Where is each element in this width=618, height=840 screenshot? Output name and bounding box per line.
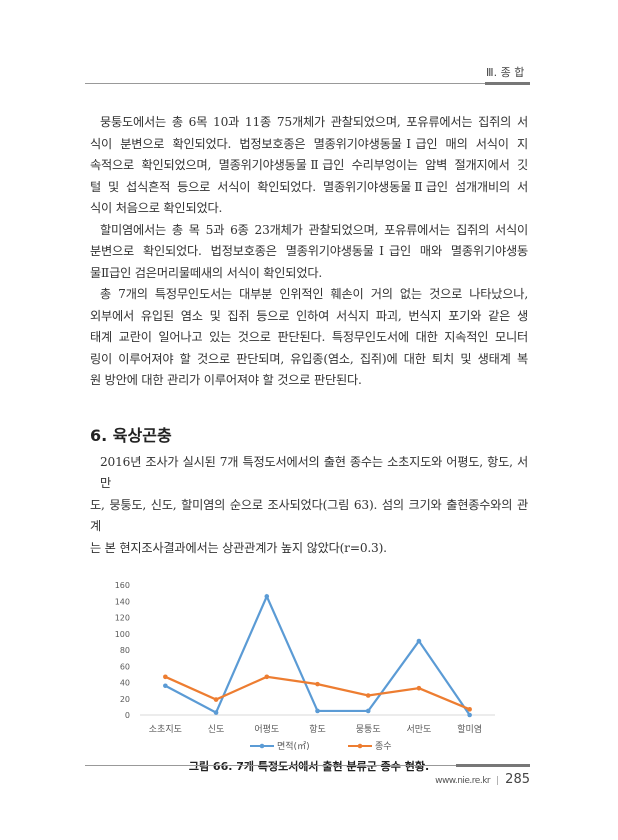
x-tick-label: 서만도 <box>407 724 432 735</box>
header-section: Ⅲ. 종 합 <box>486 66 525 79</box>
text-line: 2016년 조사가 실시된 7개 특정도서에서의 출현 종수는 소초지도와 어평… <box>100 454 528 491</box>
x-tick-label: 뭉퉁도 <box>356 724 381 735</box>
text-line: 속적으로 확인되었으며, 멸종위기야생동물Ⅱ급인 수리부엉이는 암벽 절개지에서… <box>90 158 528 172</box>
text-line: 뭉퉁도에서는 총 6목 10과 11종 75개체가 관찰되었으며, 포유류에서는… <box>100 115 528 129</box>
section-heading: 6. 육상곤충 <box>90 425 172 445</box>
text-line: 태계 교란이 일어나고 있는 것으로 판단된다. 특정무인도서에 대한 지속적인… <box>90 330 528 344</box>
legend-marker <box>259 743 265 749</box>
text-line: 분변으로 확인되었다. 법정보호종은 멸종위기야생동물Ⅰ급인 매와 멸종위기야생… <box>90 244 528 258</box>
paragraph-4: 2016년 조사가 실시된 7개 특정도서에서의 출현 종수는 소초지도와 어평… <box>90 452 528 560</box>
footer: www.nie.re.kr | 285 <box>435 772 530 787</box>
figure-caption: 그림 66. 7개 특정도서에서 출현 분류군 종수 현황. <box>188 760 430 773</box>
data-point <box>467 712 472 718</box>
text-line: 할미염에서는 총 목 5과 6종 23개체가 관찰되었으며, 포유류에서는 집쥐… <box>100 222 528 237</box>
x-tick-label: 어평도 <box>254 724 279 735</box>
text-line: 링이 이루어져야 할 것으로 판단되며, 유입종(염소, 집쥐)에 대한 퇴치 … <box>90 351 528 366</box>
footer-rule <box>85 765 530 766</box>
data-point <box>315 681 320 687</box>
data-point <box>365 708 371 714</box>
text-line: 물Ⅱ급인 검은머리물떼새의 서식이 확인되었다. <box>90 265 323 280</box>
data-point <box>365 693 371 698</box>
footer-separator: | <box>496 776 500 786</box>
text-line: 도, 뭉퉁도, 신도, 할미염의 순으로 조사되었다(그림 63). 섬의 크기… <box>90 497 528 534</box>
data-point <box>213 710 219 715</box>
y-tick-label: 120 <box>115 614 130 623</box>
legend-marker <box>357 743 363 749</box>
text-line: 식이 분변으로 확인되었다. 법정보호종은 멸종위기야생동물Ⅰ급인 매의 서식이… <box>90 136 528 151</box>
legend-label: 종수 <box>375 741 392 752</box>
data-point <box>315 708 320 714</box>
paragraph-3: 총 7개의 특정무인도서는 대부분 인위적인 훼손이 거의 없는 것으로 나타났… <box>90 284 528 392</box>
x-tick-label: 소초지도 <box>149 724 182 735</box>
data-point <box>163 683 168 689</box>
y-tick-label: 60 <box>120 662 130 671</box>
x-tick-label: 할미염 <box>457 724 482 735</box>
data-point <box>264 594 270 599</box>
text-line: 털 및 섭식흔적 등으로 서식이 확인되었다. 멸종위기야생동물Ⅱ급인 섬개개비… <box>90 179 528 194</box>
y-tick-label: 20 <box>120 695 130 704</box>
header-accent-bar <box>485 82 530 85</box>
text-line: 는 본 현지조사결과에서는 상관관계가 높지 않았다(r=0.3). <box>90 540 387 555</box>
data-point <box>264 674 270 680</box>
x-tick-label: 항도 <box>309 724 326 735</box>
line-chart: 0 20 40 60 80 100 120 140 160 소초지도 신도 어평도 항도 뭉퉁도 서만도 할미… <box>115 581 495 752</box>
main-column: 뭉퉁도에서는 총 6목 10과 11종 75개체가 관찰되었으며, 포유류에서는… <box>90 112 528 774</box>
paragraph-1: 뭉퉁도에서는 총 6목 10과 11종 75개체가 관찰되었으며, 포유류에서는… <box>90 112 528 220</box>
y-tick-label: 160 <box>115 581 130 590</box>
y-tick-label: 100 <box>115 630 130 639</box>
legend-label: 면적(㎡) <box>277 740 310 752</box>
paragraph-2: 할미염에서는 총 목 5과 6종 23개체가 관찰되었으며, 포유류에서는 집쥐… <box>90 220 528 285</box>
data-point <box>163 674 168 680</box>
data-point <box>416 638 422 644</box>
text-line: 식이 처음으로 확인되었다. <box>90 201 223 215</box>
y-tick-label: 0 <box>125 711 130 720</box>
y-tick-label: 40 <box>120 679 130 688</box>
text-line: 총 7개의 특정무인도서는 대부분 인위적인 훼손이 거의 없는 것으로 나타났… <box>100 287 528 301</box>
data-point <box>467 707 472 712</box>
series-line-1 <box>164 675 471 711</box>
data-point <box>213 697 219 702</box>
header-rule <box>85 83 530 84</box>
footer-website: www.nie.re.kr <box>435 776 491 786</box>
x-tick-label: 신도 <box>208 724 225 735</box>
page-number: 285 <box>505 772 530 787</box>
footer-accent-bar <box>456 764 530 767</box>
text-line: 외부에서 유입된 염소 및 집쥐 등으로 인하여 서식지 파괴, 번식지 포기와… <box>90 308 528 323</box>
y-tick-label: 140 <box>115 597 130 606</box>
text-line: 원 방안에 대한 관리가 이루어져야 할 것으로 판단된다. <box>90 373 362 387</box>
data-point <box>416 685 422 691</box>
y-tick-label: 80 <box>120 646 130 655</box>
